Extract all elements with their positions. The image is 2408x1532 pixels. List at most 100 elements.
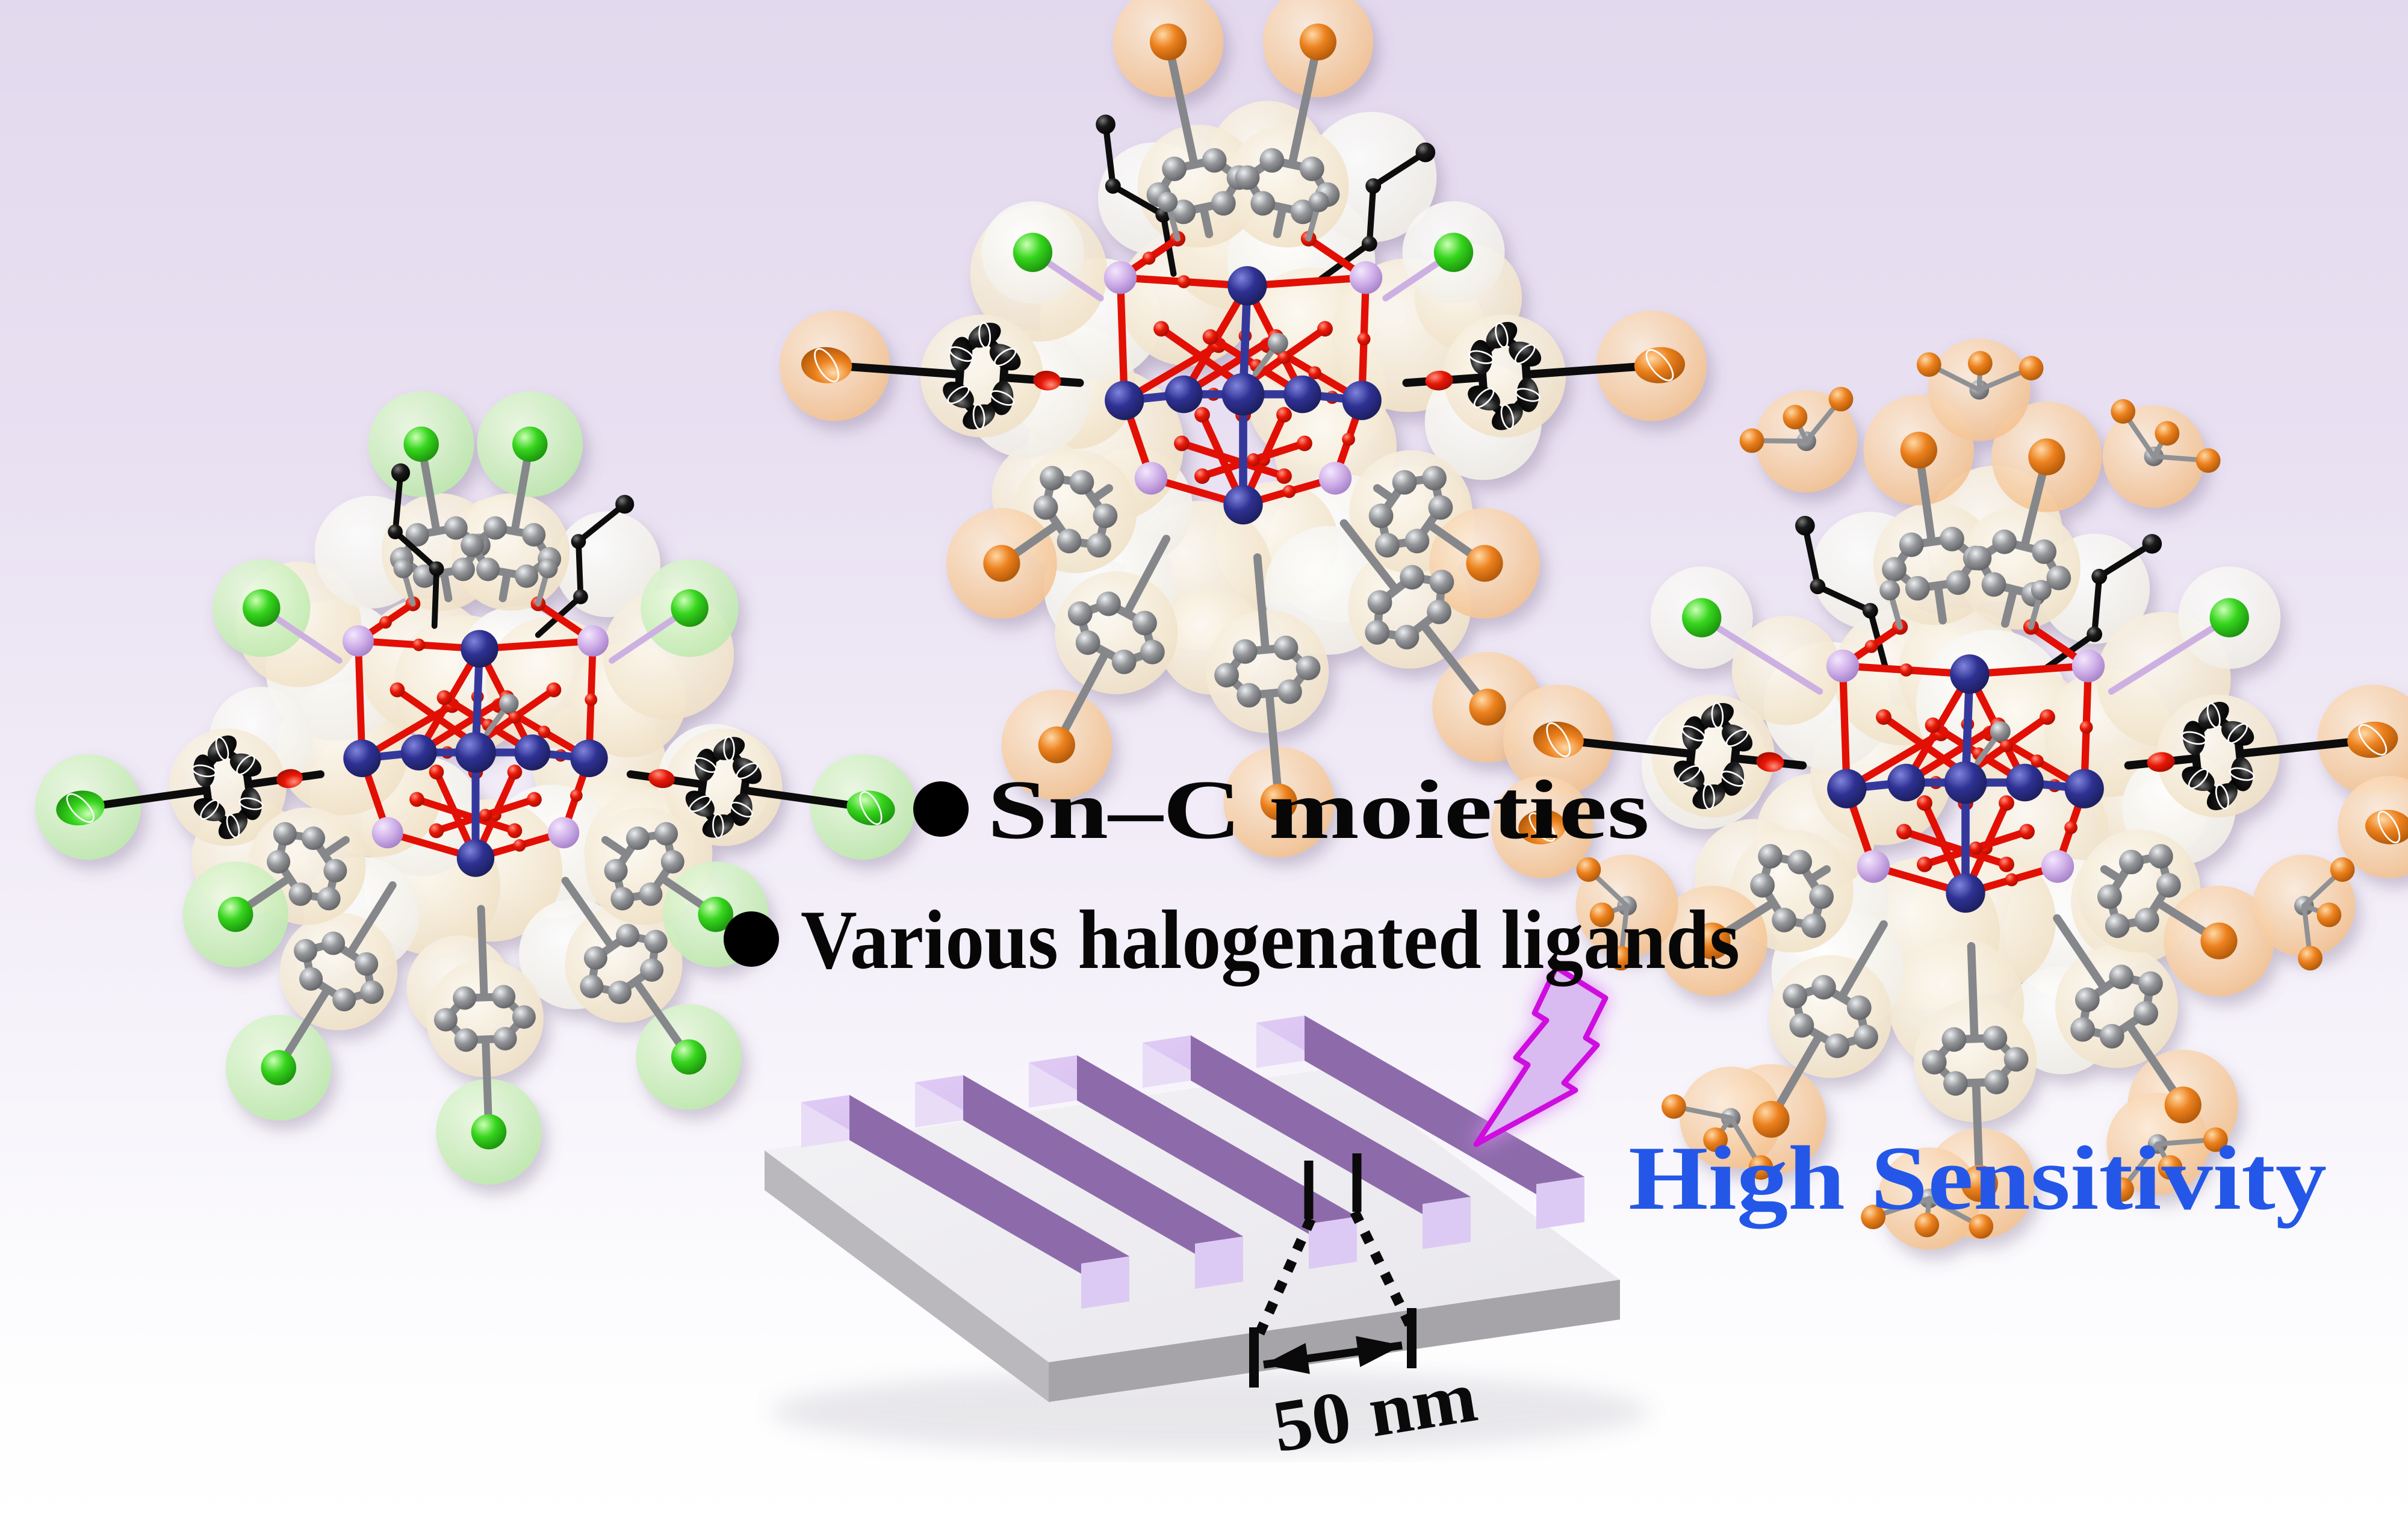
ellipsoid-highlight	[978, 322, 991, 349]
metal-atom	[514, 734, 551, 771]
ellipsoid-highlight	[1514, 344, 1536, 365]
ellipsoid-highlight	[2227, 723, 2248, 744]
carbon-atom	[1427, 600, 1451, 624]
carbon-atom	[1087, 533, 1111, 558]
carbon-atom	[1368, 503, 1394, 529]
bond	[2053, 914, 2107, 990]
bullet-marker-icon	[724, 911, 779, 967]
tin-atom	[1826, 650, 1860, 683]
molecule-clusters	[35, 0, 2408, 1250]
bond	[440, 572, 453, 603]
halogen-atom	[1752, 1100, 1790, 1138]
tin-atom	[1349, 261, 1383, 294]
carbon-atom	[321, 931, 346, 955]
halogen-atom	[1433, 232, 1474, 272]
metal-atom	[455, 732, 496, 773]
ellipsoid-highlight	[200, 799, 219, 820]
carbon-atom	[2156, 873, 2181, 898]
oxygen-atom	[1896, 823, 1912, 840]
bond	[1366, 182, 1377, 247]
carbon-atom	[1096, 114, 1116, 134]
metal-oxo-core	[1698, 580, 2233, 913]
halogen-atom	[471, 1114, 507, 1150]
tin-atom	[577, 625, 609, 657]
callout-line	[1350, 1209, 1417, 1332]
carbon-ellipsoid-atom	[2206, 783, 2238, 810]
metal-oxo-core	[1029, 191, 1457, 525]
cf3-group	[1662, 1094, 1773, 1180]
carbon-atom	[1415, 142, 1436, 163]
bond	[1839, 662, 1851, 793]
carbon-atom	[393, 559, 413, 578]
carbon-atom	[1882, 557, 1907, 582]
phenyl-ring	[601, 822, 734, 932]
ellipsoid-highlight	[191, 764, 217, 778]
carbon-atom	[1422, 465, 1447, 491]
bond	[1373, 484, 1394, 501]
carbon-atom	[639, 882, 663, 906]
carbon-atom	[2074, 987, 2100, 1013]
fluorine-atom	[1861, 1205, 1886, 1230]
grating-bar	[1029, 1055, 1357, 1269]
carbon-ellipsoid-atom	[2198, 701, 2229, 729]
carbon-atom	[2097, 884, 2122, 910]
oxygen-atom	[1899, 663, 1913, 677]
tin-atom	[1318, 462, 1352, 495]
ellipsoid-highlight	[226, 814, 240, 839]
carbon-atom	[1846, 995, 1872, 1020]
grating-bar	[801, 1095, 1129, 1309]
oxygen-atom	[436, 690, 452, 706]
halogen-atom	[1693, 922, 1731, 960]
carbon-atom	[1750, 873, 1775, 898]
fluorine-atom	[2155, 421, 2180, 446]
bullet-marker-icon	[913, 781, 969, 837]
alkyl-chain	[535, 495, 635, 638]
carbon-atom	[493, 1026, 517, 1050]
fluorine-atom	[2298, 946, 2323, 971]
carbon-atom	[1250, 191, 1276, 216]
bond	[431, 565, 440, 629]
carbon-atom	[522, 523, 546, 547]
oxygen-atom	[1308, 366, 1321, 380]
thermal-ellipsoid-phenyl-ring	[56, 735, 325, 840]
ellipsoid-highlight	[1711, 702, 1724, 729]
carbon-atom	[1392, 470, 1417, 495]
cf3-group	[1739, 386, 1854, 453]
carbon-atom	[388, 524, 403, 539]
carbon-atom	[454, 1028, 478, 1052]
carbon-ellipsoid-atom	[963, 404, 996, 430]
carbon-atom	[1905, 575, 1930, 601]
carbon-ellipsoid-atom	[695, 748, 716, 781]
halogen-atom	[1469, 689, 1506, 726]
halo-sphere	[426, 960, 544, 1078]
phenyl-ring	[1038, 535, 1171, 763]
bond	[1164, 37, 1198, 166]
metal-atom	[1946, 873, 1985, 913]
bar-side-face	[1191, 1035, 1471, 1242]
fluorine-atom	[2019, 356, 2044, 380]
fluorine-atom	[1914, 1212, 1940, 1238]
ellipsoid-highlight	[2377, 810, 2401, 843]
bond	[1102, 121, 1116, 190]
bond	[1178, 439, 1288, 480]
fluorine-atom	[1783, 405, 1808, 430]
carbon-ellipsoid-atom	[229, 753, 262, 777]
bar-near-cap	[1309, 1217, 1357, 1269]
ellipsoid-highlight	[1725, 729, 1749, 747]
ellipsoid-highlight	[1721, 771, 1745, 787]
halogen-atom	[1900, 432, 1937, 469]
carbon-atom	[1428, 495, 1453, 520]
carbon-ellipsoid-atom	[1722, 724, 1753, 752]
ellipsoid-highlight	[723, 736, 735, 761]
bond	[1802, 523, 1821, 590]
ellipsoid-highlight	[236, 754, 255, 775]
oxygen-atom	[1276, 468, 1292, 484]
carbon-atom	[1361, 236, 1377, 252]
ellipsoid-highlight	[694, 757, 717, 773]
carbon-atom	[2003, 1047, 2029, 1072]
carbon-ellipsoid-atom	[1682, 716, 1705, 751]
halogen-ellipsoid-atom	[56, 790, 105, 826]
metal-atom	[570, 739, 608, 777]
carbon-ellipsoid-atom	[943, 381, 974, 409]
fluorine-atom	[1662, 1094, 1686, 1119]
